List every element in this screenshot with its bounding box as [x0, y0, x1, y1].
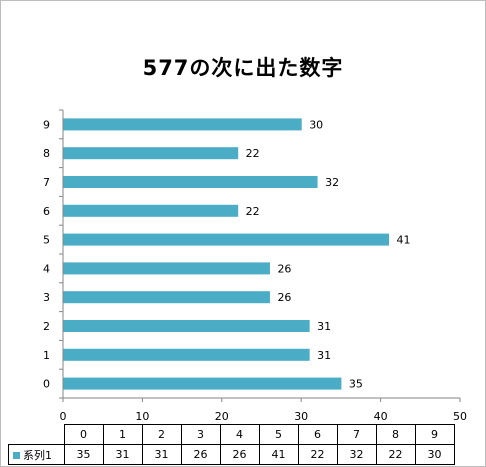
- y-tick-label: 4: [43, 262, 50, 275]
- data-table-value-cell: 41: [258, 444, 299, 465]
- data-label: 31: [317, 320, 331, 333]
- y-tick-label: 5: [43, 234, 50, 247]
- data-table-category-cell: 1: [102, 424, 143, 445]
- data-table-category-cell: 5: [258, 424, 299, 445]
- x-tick-label: 20: [215, 410, 229, 423]
- data-label: 22: [246, 147, 260, 160]
- data-table-value-cell: 22: [375, 444, 416, 465]
- data-table-value-cell: 35: [63, 444, 104, 465]
- data-table-value-cell: 32: [336, 444, 377, 465]
- data-table-value-cell: 31: [141, 444, 182, 465]
- x-tick-label: 30: [294, 410, 308, 423]
- data-table-value-cell: 26: [180, 444, 221, 465]
- data-label: 41: [397, 234, 411, 247]
- data-table-value-cell: 31: [102, 444, 143, 465]
- data-table-category-cell: 9: [414, 424, 455, 445]
- bar: [63, 291, 270, 304]
- x-tick-label: 40: [374, 410, 388, 423]
- data-label: 22: [246, 205, 260, 218]
- x-tick-label: 0: [60, 410, 67, 423]
- bar: [63, 348, 310, 361]
- data-table-category-cell: 6: [297, 424, 338, 445]
- data-table-category-cell: 4: [219, 424, 260, 445]
- y-tick-label: 6: [43, 205, 50, 218]
- bar: [63, 233, 390, 246]
- series-name: 系列1: [23, 448, 52, 462]
- data-table-category-cell: 8: [375, 424, 416, 445]
- y-tick-label: 2: [43, 320, 50, 333]
- data-label: 26: [277, 262, 291, 275]
- data-label: 35: [349, 378, 363, 391]
- bar: [63, 262, 270, 275]
- data-label: 30: [309, 118, 323, 131]
- y-tick-label: 8: [43, 147, 50, 160]
- data-table-category-cell: 2: [141, 424, 182, 445]
- bar: [63, 147, 239, 160]
- data-table-category-cell: 3: [180, 424, 221, 445]
- bar: [63, 377, 342, 390]
- data-label: 26: [277, 291, 291, 304]
- y-tick-label: 1: [43, 349, 50, 362]
- data-table-value-cell: 22: [297, 444, 338, 465]
- data-table-series-label: 系列1: [8, 444, 65, 465]
- data-table-category-cell: 0: [63, 424, 104, 445]
- chart-title: 577の次に出た数字: [142, 56, 344, 80]
- y-tick-label: 7: [43, 176, 50, 189]
- y-tick-label: 0: [43, 378, 50, 391]
- y-tick-label: 3: [43, 291, 50, 304]
- data-table-value-cell: 26: [219, 444, 260, 465]
- data-label: 31: [317, 349, 331, 362]
- data-table-category-cell: 7: [336, 424, 377, 445]
- bar: [63, 176, 318, 188]
- legend-swatch: [13, 451, 20, 459]
- data-label: 32: [325, 176, 339, 189]
- data-table-corner: [8, 424, 65, 445]
- bar: [63, 204, 239, 217]
- data-table-series-row: 系列1 35 31 31 26 26 41 22 32 22 30: [8, 444, 455, 465]
- data-table-value-cell: 30: [414, 444, 455, 465]
- x-tick-label: 50: [453, 410, 467, 423]
- y-tick-label: 9: [43, 118, 50, 131]
- bar: [63, 320, 310, 332]
- bar: [63, 118, 302, 131]
- x-tick-label: 10: [135, 410, 149, 423]
